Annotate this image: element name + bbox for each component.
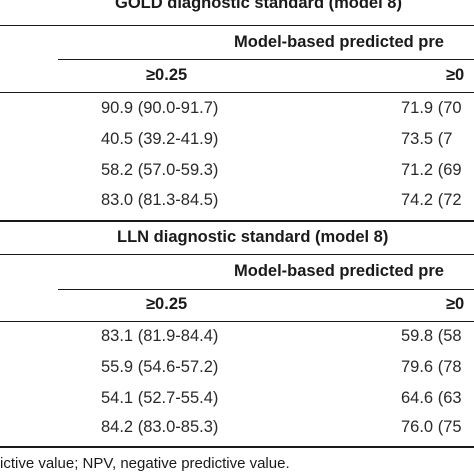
table-cell: 64.6 (63 [401,389,462,407]
rule-top-2 [0,254,474,255]
table-cell: 54.1 (52.7-55.4) [101,389,219,407]
rule-subheader-2 [58,289,474,290]
column-header-2: ≥0 [446,66,465,84]
table-cell: 83.1 (81.9-84.4) [101,327,219,345]
table-cell: 90.9 (90.0-91.7) [101,99,219,117]
section-title-lln: LLN diagnostic standard (model 8) [117,228,389,246]
rule-top-1 [0,25,474,26]
column-header-1: ≥0.25 [146,295,188,313]
section-subheader-lln: Model-based predicted pre [234,262,444,280]
table-cell: 58.2 (57.0-59.3) [101,161,219,179]
table-cell: 76.0 (75 [401,418,462,436]
table-cell: 84.2 (83.0-85.3) [101,418,219,436]
column-header-1: ≥0.25 [146,66,188,84]
rule-bottom [0,446,474,448]
table-cell: 73.5 (7 [401,130,453,148]
table-cell: 59.8 (58 [401,327,462,345]
section-subheader-gold: Model-based predicted pre [234,33,444,51]
footnote: ictive value; NPV, negative predictive v… [0,455,290,472]
rule-header-2 [0,321,474,322]
table-cell: 83.0 (81.3-84.5) [101,191,219,209]
column-header-2: ≥0 [446,295,465,313]
table-cell: 71.2 (69 [401,161,462,179]
table-cell: 79.6 (78 [401,358,462,376]
table-cell: 55.9 (54.6-57.2) [101,358,219,376]
rule-subheader-1 [58,59,474,60]
table-cell: 40.5 (39.2-41.9) [101,130,219,148]
table-cell: 74.2 (72 [401,191,462,209]
section-title-gold: GOLD diagnostic standard (model 8) [115,0,402,12]
rule-section-divider [0,220,474,222]
rule-header-1 [0,92,474,93]
table-cell: 71.9 (70 [401,99,462,117]
